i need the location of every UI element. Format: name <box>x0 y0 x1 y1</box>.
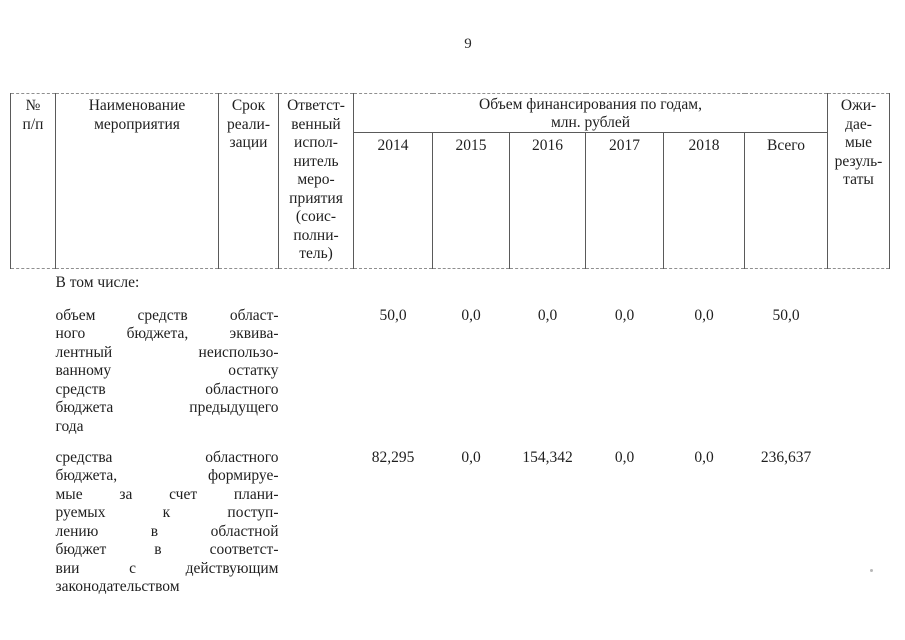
financing-table: № п/п Наименование мероприятия Срок реал… <box>10 93 890 601</box>
header-row-number: № п/п <box>10 93 56 269</box>
value-2014: 82,295 <box>371 448 415 466</box>
header-year-2016: 2016 <box>509 132 586 269</box>
value-total: 236,637 <box>760 448 812 466</box>
header-expected-results: Ожи- дае- мые резуль- таты <box>827 93 890 269</box>
value-2017: 0,0 <box>614 306 635 324</box>
text-line: объем средств област- <box>55 306 279 324</box>
header-financing-by-years: Объем финансирования по годам, млн. рубл… <box>353 93 828 133</box>
activity-description: объем средств област- ного бюджета, экви… <box>56 307 279 449</box>
value-2016: 0,0 <box>537 306 558 324</box>
intro-label: В том числе: <box>55 274 140 291</box>
value-2015: 0,0 <box>461 448 481 466</box>
text-line: мые за счет плани- <box>55 485 279 503</box>
financing-table-container: № п/п Наименование мероприятия Срок реал… <box>10 93 890 601</box>
header-year-2015: 2015 <box>432 132 510 269</box>
value-2018: 0,0 <box>694 306 714 324</box>
table-row-intro: В том числе: <box>11 269 890 307</box>
value-2018: 0,0 <box>694 448 714 466</box>
text-line: бюджета предыдущего <box>55 399 279 416</box>
header-activity-name: Наименование мероприятия <box>55 93 219 269</box>
value-2017: 0,0 <box>614 448 635 466</box>
scan-speck <box>870 569 873 572</box>
text-line: средства областного <box>55 448 279 466</box>
text-line: бюджета, формируе- <box>55 467 279 484</box>
page-number: 9 <box>464 36 472 52</box>
text-line: руемых к поступ- <box>55 504 279 521</box>
text-line: ванному остатку <box>55 362 279 379</box>
value-2016: 154,342 <box>522 448 573 466</box>
table-body: В том числе: объем средств област- ного … <box>11 269 890 601</box>
table-header: № п/п Наименование мероприятия Срок реал… <box>10 93 890 269</box>
text-line: вии с действующим <box>55 559 279 577</box>
value-2015: 0,0 <box>461 306 481 324</box>
text-line: средств областного <box>55 380 279 398</box>
text-line: года <box>55 417 84 435</box>
text-line: законодательством <box>55 578 180 595</box>
header-responsible-executor: Ответст- венный испол- нитель меро- прия… <box>278 93 354 269</box>
activity-description: средства областного бюджета, формируе- м… <box>56 449 279 601</box>
header-implementation-term: Срок реали- зации <box>218 93 279 269</box>
text-line: лентный неиспользо- <box>55 343 279 361</box>
header-year-2018: 2018 <box>663 132 745 269</box>
header-year-2014: 2014 <box>353 132 433 269</box>
text-line: ного бюджета, эквива- <box>55 325 279 342</box>
value-2014: 50,0 <box>379 306 407 324</box>
value-total: 50,0 <box>772 306 800 324</box>
header-total: Всего <box>744 132 828 269</box>
header-year-2017: 2017 <box>585 132 664 269</box>
table-row: объем средств област- ного бюджета, экви… <box>11 307 890 449</box>
text-line: бюджет в соответст- <box>55 541 279 558</box>
table-row: средства областного бюджета, формируе- м… <box>11 449 890 601</box>
text-line: лению в областной <box>55 522 279 540</box>
